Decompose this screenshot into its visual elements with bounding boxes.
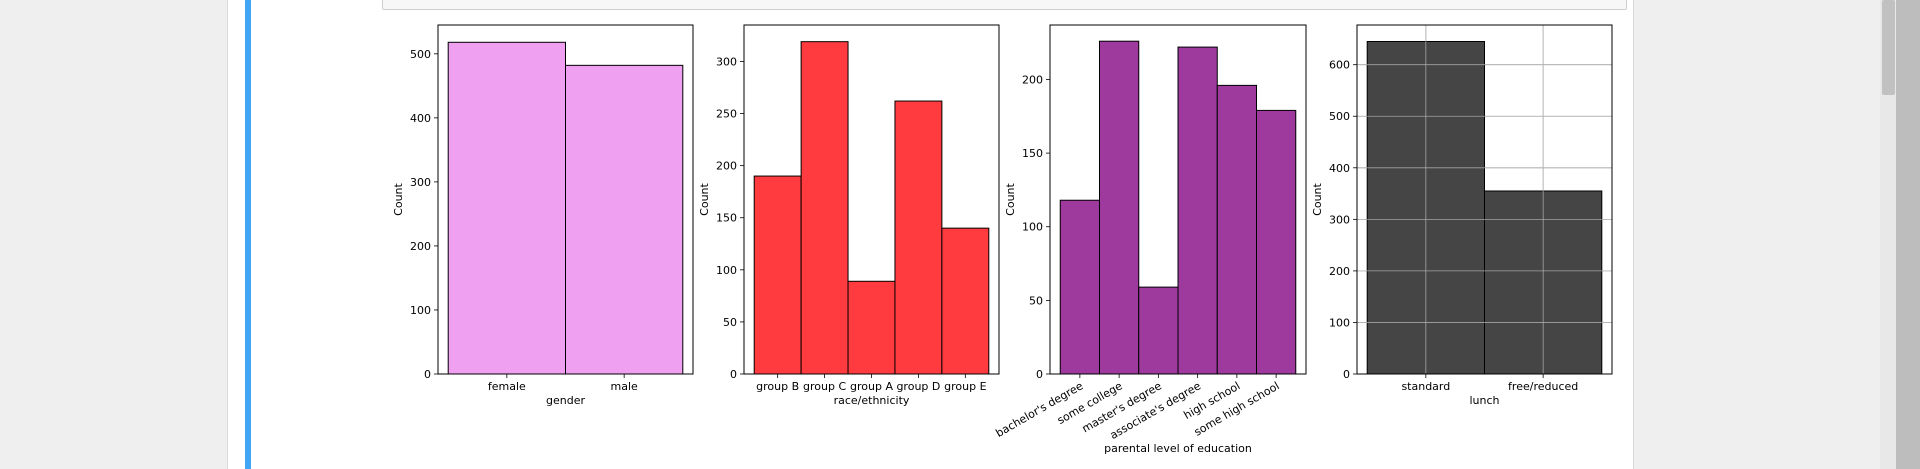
bar-some-college (1098, 40, 1140, 375)
x-tick-label: group B (756, 380, 799, 393)
y-tick-label: 50 (723, 316, 737, 329)
y-tick-label: 150 (716, 212, 737, 225)
x-axis-label: parental level of education (1104, 442, 1252, 455)
x-tick-label: group D (896, 380, 940, 393)
x-tick-label: standard (1401, 380, 1450, 393)
y-tick-label: 300 (410, 176, 431, 189)
y-tick-label: 0 (1036, 368, 1043, 381)
x-tick-label: group C (803, 380, 846, 393)
window-edge (1896, 0, 1920, 469)
y-tick-label: 400 (410, 112, 431, 125)
y-tick-label: 400 (1329, 162, 1350, 175)
x-tick-label: female (488, 380, 526, 393)
y-tick-label: 500 (410, 48, 431, 61)
bar-high-school (1216, 84, 1258, 375)
cell-selection-indicator (245, 0, 251, 469)
y-axis-label: Count (698, 182, 711, 215)
vertical-scrollbar[interactable] (1880, 0, 1896, 469)
axes-frame (1049, 24, 1307, 375)
y-tick-label: 250 (716, 108, 737, 121)
x-axis-label: race/ethnicity (834, 394, 910, 407)
axes-frame (1356, 24, 1613, 375)
y-tick-label: 50 (1029, 294, 1043, 307)
y-tick-label: 200 (1022, 73, 1043, 86)
bar-some-high-school (1256, 109, 1297, 375)
y-tick-label: 300 (716, 55, 737, 68)
bar-group-a (847, 280, 896, 375)
y-tick-label: 0 (730, 368, 737, 381)
code-cell-input[interactable] (382, 0, 1627, 10)
subplot-lunch: 0 100 200 300 400 500 600 standard free/reduced l… (1311, 24, 1613, 407)
y-tick-label: 300 (1329, 213, 1350, 226)
x-tick-label: male (611, 380, 639, 393)
y-axis-label: Count (392, 182, 405, 215)
scrollbar-thumb[interactable] (1882, 0, 1895, 95)
bar-group-d (894, 100, 943, 375)
y-tick-label: 0 (424, 368, 431, 381)
y-axis-label: Count (1311, 182, 1324, 215)
y-tick-label: 100 (1329, 316, 1350, 329)
y-tick-label: 200 (716, 160, 737, 173)
y-tick-label: 500 (1329, 110, 1350, 123)
y-tick-label: 200 (410, 240, 431, 253)
bar-female (447, 41, 567, 375)
bar-group-e (941, 227, 990, 375)
y-tick-label: 100 (410, 304, 431, 317)
bar-group-b (753, 175, 802, 375)
y-tick-label: 600 (1329, 59, 1350, 72)
bar-associate-s-degree (1177, 46, 1218, 375)
bar-male (565, 64, 684, 375)
y-tick-label: 100 (1022, 221, 1043, 234)
axes-frame (437, 24, 694, 375)
y-axis-label: Count (1004, 182, 1017, 215)
bar-bachelor-s-degree (1059, 199, 1100, 375)
x-axis-label: lunch (1469, 394, 1499, 407)
x-tick-label: free/reduced (1508, 380, 1578, 393)
y-tick-label: 0 (1343, 368, 1350, 381)
x-tick-label: group E (944, 380, 986, 393)
x-tick-label: group A (850, 380, 893, 393)
bar-group-c (800, 41, 849, 375)
bar-master-s-degree (1138, 286, 1179, 375)
y-tick-label: 200 (1329, 265, 1350, 278)
y-tick-label: 100 (716, 264, 737, 277)
subplot-gender: 0 100 200 300 400 500 female male gender Count (392, 24, 694, 407)
y-tick-label: 150 (1022, 147, 1043, 160)
x-axis-label: gender (546, 394, 585, 407)
